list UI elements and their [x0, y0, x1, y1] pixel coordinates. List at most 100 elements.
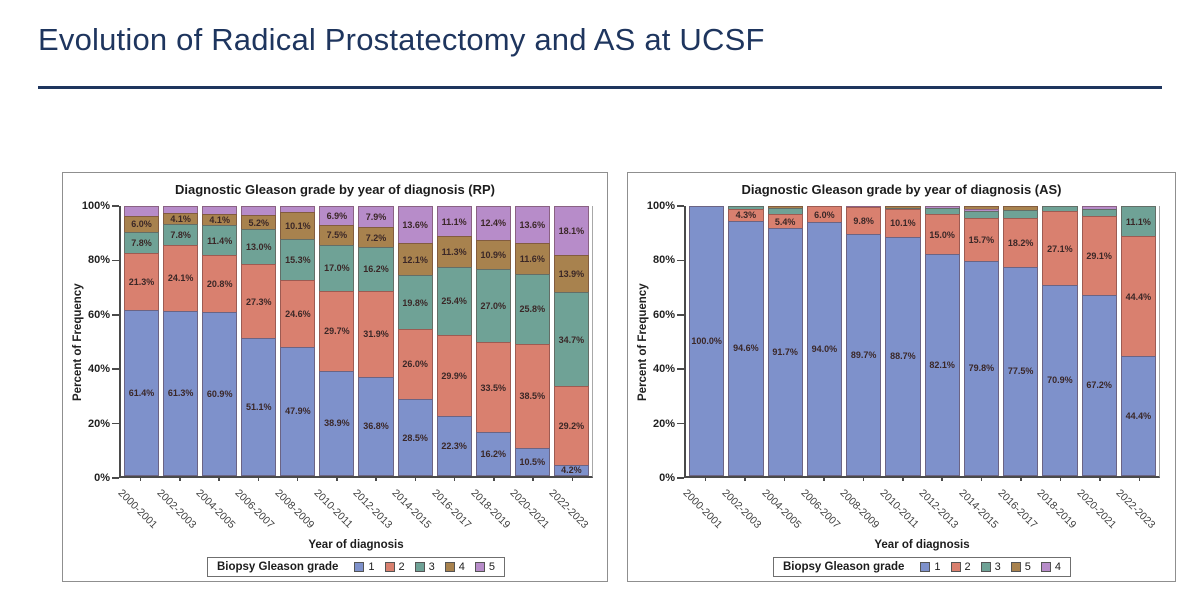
x-tick [704, 476, 707, 481]
bar-2000-2001: 61.4% 21.3% 7.8% 6.0% [124, 206, 160, 476]
bar-segment-label: 6.9% [326, 210, 348, 221]
bar-segment-label: 29.1% [1086, 250, 1112, 261]
bar-segment-label: 27.0% [480, 300, 506, 311]
y-tick-label: 20% [87, 417, 110, 430]
bar-segment-label: 15.3% [285, 255, 311, 266]
bar-2014-2015: 79.8% 15.7% [963, 206, 999, 476]
bar-segment-label: 7.9% [365, 212, 387, 223]
as-plot-area: 0% 20% 40% 60% 80% 100% 2000-2001 2002-2003 2004… [647, 200, 1160, 531]
bar-segment-label: 12.4% [480, 218, 506, 229]
rp-legend-items: 1 2 3 4 5 [354, 561, 495, 573]
y-tick [112, 259, 119, 262]
legend-item-label: 3 [994, 561, 1001, 573]
bar-segment: 10.1% [280, 211, 316, 239]
bar-segment-label: 11.1% [1125, 216, 1151, 227]
y-tick-label: 80% [87, 254, 110, 267]
bar-segment-label: 24.1% [167, 273, 194, 284]
legend-swatch [474, 562, 485, 572]
bar-segment-label: 44.4% [1125, 411, 1152, 422]
bar-segment-label: 36.8% [363, 421, 389, 432]
bar-segment: 61.4% [124, 310, 160, 476]
bar-segment-label: 11.6% [519, 253, 545, 264]
bar-2008-2009: 47.9% 24.6% 15.3% 10.1% [280, 206, 316, 476]
bar-segment: 12.4% [475, 206, 511, 240]
bar-segment: 7.8% [163, 224, 199, 246]
x-tick-label: 2018-2019 [1034, 487, 1079, 531]
bar-2004-2005: 60.9% 20.8% 11.4% 4.1% [202, 206, 238, 476]
bar-segment: 7.2% [358, 227, 394, 247]
bar-segment-label: 19.8% [402, 297, 428, 308]
y-tick-label: 20% [652, 417, 675, 430]
bar-2006-2007: 94.0% 6.0% [806, 206, 842, 476]
bar-segment-label: 29.2% [558, 420, 585, 431]
bar-segment-label: 11.1% [441, 216, 467, 227]
x-tick-label: 2006-2007 [232, 487, 277, 531]
bar-segment-label: 6.0% [814, 209, 835, 220]
bar-segment: 18.2% [1003, 217, 1039, 267]
bar-segment: 6.0% [124, 215, 160, 232]
x-tick [783, 476, 786, 481]
bar-segment-label: 15.0% [929, 229, 955, 240]
bar-segment: 11.3% [436, 236, 472, 267]
x-tick-label: 2002-2003 [154, 487, 199, 531]
x-tick [744, 476, 746, 481]
bar-2018-2019: 70.9% 27.1% [1042, 206, 1078, 476]
legend-swatch [354, 562, 365, 572]
bar-segment: 11.1% [436, 206, 472, 236]
bars-group: 61.4% 21.3% 7.8% 6.0% 61.3% 24.1% 7.8% 4.1% 60.9… [121, 206, 592, 476]
bar-segment-label: 29.7% [324, 326, 350, 337]
bar-segment: 27.3% [241, 264, 277, 339]
bar-2008-2009: 89.7% 9.8% [846, 206, 882, 476]
bar-segment [963, 208, 999, 212]
bar-segment: 25.4% [436, 266, 472, 336]
bar-segment: 20.8% [202, 255, 238, 312]
legend-item-label: 1 [368, 561, 375, 573]
bar-segment: 82.1% [924, 254, 960, 476]
bar-segment-label: 10.1% [890, 218, 916, 229]
bar-segment: 100.0% [689, 206, 725, 476]
bar-segment: 11.4% [202, 224, 238, 256]
rp-legend-box: Biopsy Gleason grade 1 2 3 4 5 [206, 557, 506, 577]
bar-segment [846, 206, 882, 208]
bar-segment: 51.1% [241, 338, 277, 476]
legend-item: 1 [920, 561, 941, 573]
legend-swatch [1040, 562, 1051, 572]
x-tick [862, 476, 865, 481]
y-tick [112, 368, 119, 370]
legend-item: 3 [980, 561, 1001, 573]
bar-segment-label: 13.6% [519, 219, 546, 230]
bar-segment-label: 18.1% [558, 225, 585, 236]
bar-segment-label: 51.1% [246, 402, 272, 413]
bar-2012-2013: 82.1% 15.0% [924, 206, 960, 476]
legend-item-label: 2 [964, 561, 971, 573]
bar-segment [124, 206, 160, 216]
bar-segment: 29.2% [553, 385, 589, 465]
bar-segment: 16.2% [475, 432, 511, 476]
bar-segment-label: 27.3% [246, 296, 272, 307]
bar-segment-label: 91.7% [772, 347, 798, 358]
bar-segment: 38.9% [319, 370, 355, 476]
bar-segment [202, 206, 238, 214]
legend-item: 2 [950, 561, 971, 573]
bar-segment-label: 82.1% [929, 360, 955, 371]
x-tick-label: 2012-2013 [916, 487, 961, 531]
bar-segment-label: 26.0% [402, 359, 428, 370]
bar-segment-label: 18.2% [1007, 237, 1034, 248]
bar-segment-label: 31.9% [363, 329, 389, 340]
bar-segment: 11.6% [514, 242, 550, 275]
bar-segment-label: 5.2% [248, 217, 270, 228]
bar-2010-2011: 38.9% 29.7% 17.0% 7.5% 6.9% [319, 206, 355, 476]
x-tick-label: 2002-2003 [719, 487, 764, 531]
bar-segment-label: 17.0% [324, 263, 350, 274]
bar-2022-2023: 44.4% 44.4% 11.1% [1120, 206, 1156, 476]
bar-segment-label: 13.9% [558, 269, 585, 280]
bar-segment-label: 44.4% [1125, 291, 1152, 302]
bar-2004-2005: 91.7% 5.4% [767, 206, 803, 476]
bar-segment-label: 38.9% [324, 418, 350, 429]
x-tick-label: 2012-2013 [350, 487, 395, 531]
bar-segment-label: 4.1% [209, 214, 230, 225]
legend-swatch [980, 562, 991, 572]
bar-segment: 34.7% [553, 292, 589, 386]
bar-segment: 94.0% [806, 222, 842, 476]
